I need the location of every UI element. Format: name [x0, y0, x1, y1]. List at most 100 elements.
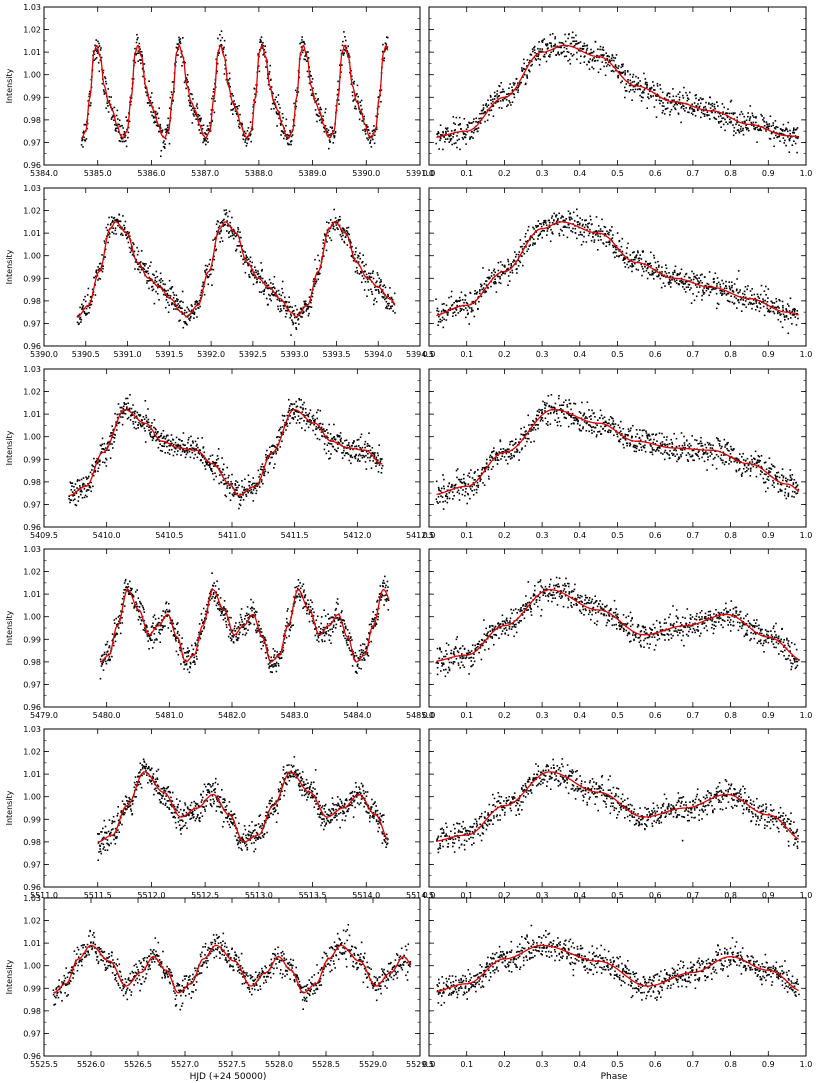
data-point: [717, 303, 720, 306]
data-point: [560, 51, 563, 54]
data-point: [260, 39, 262, 42]
data-point: [576, 221, 579, 223]
data-point: [206, 462, 209, 464]
data-point: [278, 103, 280, 106]
data-point: [369, 142, 371, 144]
data-point: [149, 432, 151, 434]
data-point: [194, 440, 197, 443]
data-point: [157, 286, 159, 289]
data-point: [216, 230, 218, 233]
data-point: [789, 135, 792, 138]
data-point: [257, 273, 260, 275]
data-point: [284, 135, 286, 137]
data-point: [129, 419, 132, 421]
data-point: [497, 95, 499, 98]
data-point: [685, 107, 687, 109]
data-point: [221, 457, 223, 459]
data-point: [122, 234, 124, 236]
data-point: [472, 131, 475, 134]
data-point: [139, 414, 142, 416]
data-point: [549, 42, 551, 44]
data-point: [280, 308, 282, 310]
data-point: [759, 293, 762, 296]
data-point: [391, 298, 394, 301]
data-point: [318, 112, 321, 114]
data-point: [235, 248, 238, 251]
data-point: [793, 127, 795, 129]
data-point: [437, 131, 439, 133]
data-point: [757, 129, 760, 132]
data-point: [196, 301, 199, 303]
data-point: [457, 312, 460, 314]
data-point: [326, 128, 328, 130]
data-point: [237, 228, 240, 231]
data-point: [669, 286, 672, 288]
data-point: [93, 53, 96, 56]
data-point: [239, 504, 242, 507]
data-point: [625, 90, 628, 92]
data-point: [354, 251, 357, 253]
data-point: [168, 439, 170, 441]
data-point: [317, 409, 319, 411]
data-point: [785, 315, 788, 317]
data-point: [778, 135, 780, 138]
data-point: [265, 456, 267, 459]
data-point: [729, 100, 732, 103]
data-point: [539, 222, 541, 225]
data-point: [105, 458, 108, 461]
data-point: [168, 304, 170, 306]
data-point: [368, 445, 371, 447]
data-point: [467, 312, 469, 315]
data-point: [358, 255, 360, 257]
data-point: [733, 126, 736, 129]
data-point: [266, 449, 268, 452]
data-point: [437, 495, 440, 498]
data-point: [168, 132, 170, 134]
data-point: [212, 88, 215, 90]
data-point: [737, 292, 739, 294]
data-point: [449, 489, 452, 492]
data-point: [102, 71, 104, 74]
x-axis-label-time: HJD (+24 50000): [190, 1072, 267, 1082]
data-point: [105, 107, 107, 109]
data-point: [118, 214, 121, 216]
data-point: [460, 487, 462, 489]
data-point: [180, 56, 182, 58]
data-point: [77, 488, 80, 491]
data-point: [340, 437, 342, 440]
data-point: [190, 444, 192, 447]
data-point: [465, 316, 467, 319]
data-point: [782, 123, 785, 126]
data-point: [512, 82, 515, 84]
data-point: [141, 419, 143, 422]
data-point: [704, 105, 707, 108]
data-point: [170, 434, 173, 436]
data-point: [446, 128, 448, 131]
data-point: [607, 241, 609, 243]
data-point: [269, 298, 271, 300]
data-point: [73, 485, 75, 488]
data-point: [483, 283, 486, 285]
data-point: [237, 227, 239, 229]
data-point: [738, 291, 741, 293]
data-point: [198, 114, 201, 117]
data-point: [340, 230, 343, 232]
data-point: [676, 273, 679, 275]
data-point: [446, 138, 449, 140]
data-point: [349, 240, 352, 243]
data-point: [318, 119, 321, 122]
x-tick-label: 5392.5: [239, 350, 267, 359]
data-point: [601, 61, 604, 63]
data-point: [123, 131, 126, 133]
data-point: [303, 311, 305, 313]
data-point: [332, 446, 334, 448]
data-point: [383, 59, 385, 62]
data-point: [514, 82, 516, 85]
data-point: [285, 301, 288, 303]
data-point: [225, 59, 227, 62]
data-point: [160, 278, 162, 280]
data-point: [581, 225, 584, 227]
data-point: [235, 106, 238, 108]
data-point: [301, 316, 303, 318]
data-point: [635, 75, 637, 78]
